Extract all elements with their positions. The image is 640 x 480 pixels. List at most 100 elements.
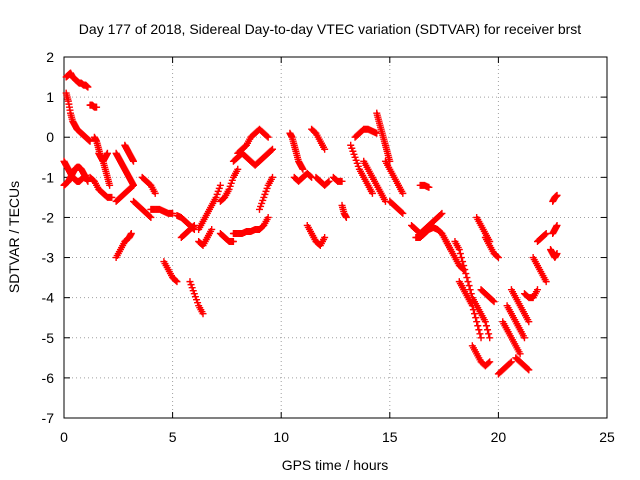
data-point: [524, 365, 532, 373]
y-tick-label: 0: [46, 129, 54, 145]
data-series: [347, 141, 376, 197]
data-point: [464, 278, 472, 286]
data-series: [494, 358, 515, 378]
data-series: [121, 141, 138, 165]
data-point: [481, 318, 489, 326]
data-series: [381, 157, 407, 197]
data-series: [503, 302, 528, 342]
data-point: [263, 132, 271, 140]
data-point: [466, 286, 474, 294]
data-series: [216, 229, 237, 246]
data-point: [437, 210, 445, 218]
data-point: [267, 146, 275, 154]
data-series: [499, 318, 524, 358]
data-point: [169, 209, 177, 217]
x-tick-label: 20: [491, 429, 507, 445]
data-series: [195, 225, 216, 250]
plot-border: [63, 56, 608, 419]
chart-title: Day 177 of 2018, Sidereal Day-to-day VTE…: [79, 21, 581, 37]
data-series: [477, 286, 498, 306]
data-point: [475, 326, 483, 334]
data-point: [399, 189, 407, 197]
y-tick-label: 2: [46, 49, 54, 65]
data-point: [93, 103, 101, 111]
data-series: [529, 254, 550, 286]
data-point: [199, 310, 207, 318]
data-point: [507, 358, 515, 366]
data-point: [459, 258, 467, 266]
data-point: [476, 330, 484, 338]
data-series: [255, 173, 277, 213]
data-point: [485, 359, 493, 367]
data-point: [494, 254, 502, 262]
data-point: [477, 334, 485, 342]
data-point: [493, 253, 501, 261]
data-point: [299, 165, 307, 173]
data-point: [482, 322, 490, 330]
y-tick-label: -5: [42, 330, 55, 346]
data-point: [173, 278, 181, 286]
data-point: [553, 250, 561, 258]
data-series: [95, 149, 114, 189]
data-point: [264, 133, 272, 141]
data-series: [286, 129, 307, 173]
data-series: [455, 278, 485, 342]
data-series: [229, 145, 277, 169]
data-point: [542, 229, 550, 237]
data-series: [533, 229, 550, 246]
data-series: [290, 169, 316, 185]
data-series: [177, 221, 198, 241]
data-point: [456, 250, 464, 258]
data-series: [112, 181, 138, 205]
data-markers: [60, 69, 561, 378]
data-point: [151, 189, 159, 197]
data-point: [130, 157, 138, 165]
data-series: [507, 286, 533, 326]
data-point: [269, 173, 277, 181]
data-point: [146, 212, 154, 220]
data-point: [399, 209, 407, 217]
data-point: [438, 209, 446, 217]
data-series: [86, 173, 116, 201]
data-point: [525, 318, 533, 326]
data-point: [103, 149, 111, 157]
data-series: [549, 191, 561, 205]
data-series: [160, 258, 181, 286]
data-point: [189, 222, 197, 230]
data-point: [147, 213, 155, 221]
x-tick-label: 10: [273, 429, 289, 445]
data-point: [234, 165, 242, 173]
data-series: [351, 125, 381, 141]
data-series: [481, 234, 502, 262]
data-point: [542, 278, 550, 286]
y-tick-label: -1: [42, 169, 55, 185]
data-point: [462, 270, 470, 278]
data-series: [62, 89, 94, 145]
data-series: [547, 246, 561, 262]
y-tick-label: -2: [42, 209, 55, 225]
data-series: [549, 221, 561, 237]
x-axis: 0 5 10 15 20 25: [60, 57, 615, 445]
x-tick-label: 15: [382, 429, 398, 445]
data-point: [108, 193, 116, 201]
y-axis: 2 1 0 -1 -2 -3 -4 -5 -6 -7: [42, 49, 607, 426]
y-tick-label: -7: [42, 410, 55, 426]
data-point: [324, 178, 332, 186]
data-series: [216, 165, 242, 205]
data-point: [106, 181, 114, 189]
data-point: [473, 318, 481, 326]
x-tick-label: 0: [60, 429, 68, 445]
data-point: [533, 286, 541, 294]
data-series: [338, 201, 350, 221]
data-point: [398, 208, 406, 216]
data-point: [485, 330, 493, 338]
data-series: [234, 125, 272, 157]
data-series: [130, 197, 155, 221]
data-point: [338, 177, 346, 185]
data-point: [486, 358, 494, 366]
data-point: [525, 366, 533, 374]
data-series: [473, 302, 494, 342]
data-point: [541, 230, 549, 238]
data-point: [455, 246, 463, 254]
